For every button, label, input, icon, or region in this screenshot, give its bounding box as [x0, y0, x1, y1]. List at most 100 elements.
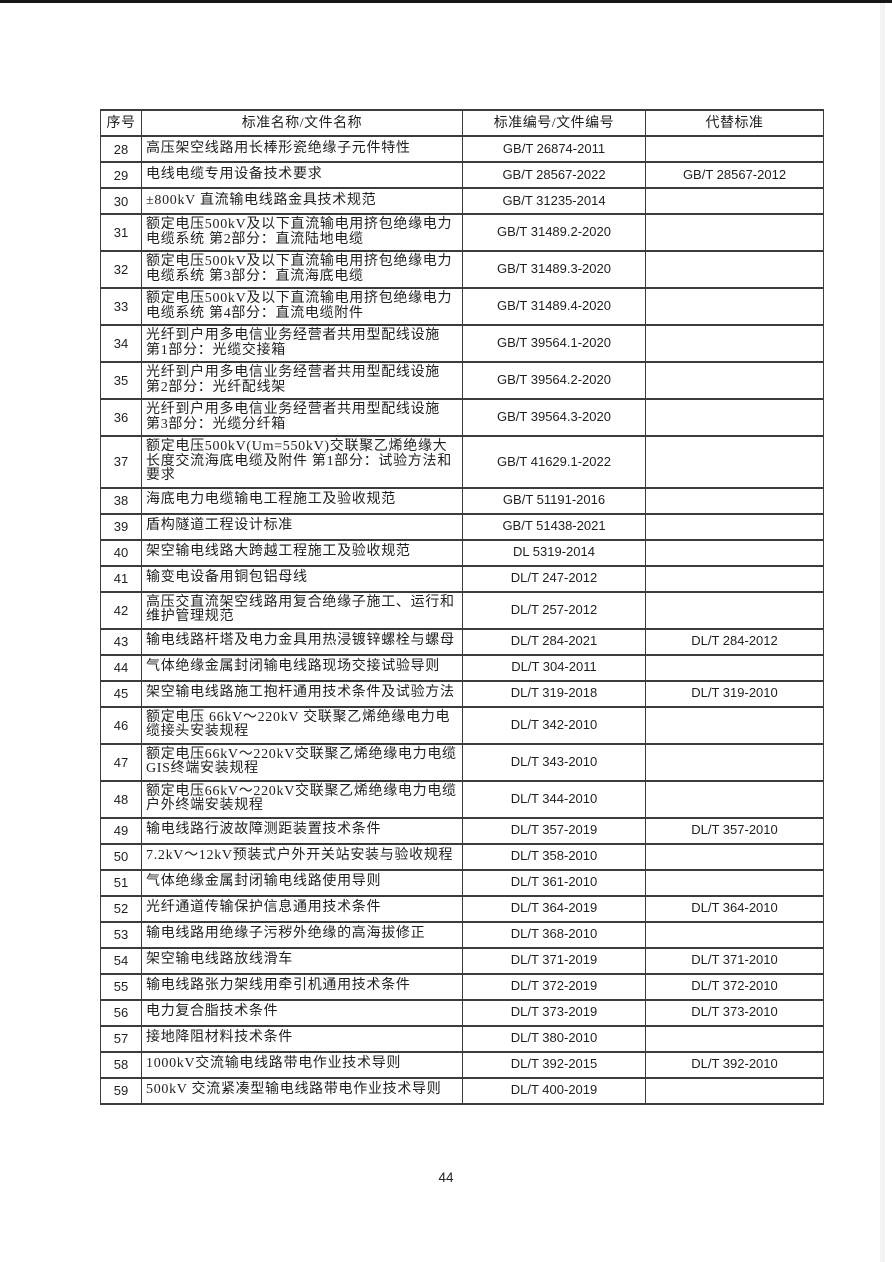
row-serial-number-cell: 57 — [100, 1024, 142, 1053]
replaced-standard-cell — [645, 705, 824, 745]
table-row: 45 架空输电线路施工抱杆通用技术条件及试验方法 DL/T 319-2018 D… — [100, 679, 824, 708]
table-row: 31 额定电压500kV及以下直流输电用挤包绝缘电力电缆系统 第2部分：直流陆地… — [100, 213, 824, 252]
row-serial-number-cell: 40 — [100, 538, 142, 567]
row-serial-number-cell: 35 — [100, 361, 142, 400]
row-serial-number-cell: 44 — [100, 653, 142, 682]
standard-name-cell: 架空输电线路施工抱杆通用技术条件及试验方法 — [141, 679, 463, 708]
standard-code-cell: DL/T 343-2010 — [462, 742, 646, 782]
replaced-standard-cell — [645, 187, 824, 215]
standards-table: 序号 标准名称/文件名称 标准编号/文件编号 代替标准 28 高压架空线路用长棒… — [100, 109, 824, 1105]
standard-code-cell: GB/T 28567-2022 — [462, 161, 646, 189]
replaced-standard-cell — [645, 435, 824, 489]
table-row: 57 接地降阻材料技术条件 DL/T 380-2010 — [100, 1024, 824, 1053]
row-serial-number-cell: 33 — [100, 287, 142, 326]
header-standard-code: 标准编号/文件编号 — [462, 109, 646, 137]
row-serial-number-cell: 41 — [100, 564, 142, 593]
table-row: 47 额定电压66kV～220kV交联聚乙烯绝缘电力电缆GIS终端安装规程 DL… — [100, 742, 824, 782]
standard-code-cell: GB/T 31489.3-2020 — [462, 250, 646, 289]
table-row: 59 500kV 交流紧凑型输电线路带电作业技术导则 DL/T 400-2019 — [100, 1076, 824, 1105]
standard-code-cell: DL/T 284-2021 — [462, 627, 646, 656]
standard-code-cell: DL/T 361-2010 — [462, 868, 646, 897]
table-row: 30 ±800kV 直流输电线路金具技术规范 GB/T 31235-2014 — [100, 187, 824, 215]
replaced-standard-cell: DL/T 392-2010 — [645, 1050, 824, 1079]
replaced-standard-cell — [645, 779, 824, 819]
standard-name-cell: 接地降阻材料技术条件 — [141, 1024, 463, 1053]
standard-name-cell: 额定电压500kV及以下直流输电用挤包绝缘电力电缆系统 第4部分：直流电缆附件 — [141, 287, 463, 326]
standard-code-cell: DL/T 392-2015 — [462, 1050, 646, 1079]
standard-name-cell: 高压架空线路用长棒形瓷绝缘子元件特性 — [141, 135, 463, 163]
table-row: 56 电力复合脂技术条件 DL/T 373-2019 DL/T 373-2010 — [100, 998, 824, 1027]
replaced-standard-cell: DL/T 357-2010 — [645, 816, 824, 845]
standard-code-cell: DL/T 372-2019 — [462, 972, 646, 1001]
standard-code-cell: DL/T 342-2010 — [462, 705, 646, 745]
standard-code-cell: DL/T 319-2018 — [462, 679, 646, 708]
table-row: 52 光纤通道传输保护信息通用技术条件 DL/T 364-2019 DL/T 3… — [100, 894, 824, 923]
standard-code-cell: GB/T 51191-2016 — [462, 486, 646, 515]
replaced-standard-cell — [645, 868, 824, 897]
standard-name-cell: 额定电压500kV及以下直流输电用挤包绝缘电力电缆系统 第3部分：直流海底电缆 — [141, 250, 463, 289]
standard-code-cell: GB/T 31489.4-2020 — [462, 287, 646, 326]
standard-code-cell: GB/T 39564.2-2020 — [462, 361, 646, 400]
table-row: 44 气体绝缘金属封闭输电线路现场交接试验导则 DL/T 304-2011 — [100, 653, 824, 682]
standard-name-cell: 电线电缆专用设备技术要求 — [141, 161, 463, 189]
standard-name-cell: 输电线路行波故障测距装置技术条件 — [141, 816, 463, 845]
standard-code-cell: DL/T 257-2012 — [462, 590, 646, 630]
row-serial-number-cell: 52 — [100, 894, 142, 923]
table-body: 28 高压架空线路用长棒形瓷绝缘子元件特性 GB/T 26874-2011 29… — [100, 135, 824, 1105]
standard-code-cell: DL/T 380-2010 — [462, 1024, 646, 1053]
row-serial-number-cell: 31 — [100, 213, 142, 252]
replaced-standard-cell — [645, 398, 824, 437]
table-row: 37 额定电压500kV(Um=550kV)交联聚乙烯绝缘大长度交流海底电缆及附… — [100, 435, 824, 489]
row-serial-number-cell: 53 — [100, 920, 142, 949]
standard-code-cell: DL/T 358-2010 — [462, 842, 646, 871]
table-row: 35 光纤到户用多电信业务经营者共用型配线设施 第2部分：光纤配线架 GB/T … — [100, 361, 824, 400]
standard-code-cell: GB/T 41629.1-2022 — [462, 435, 646, 489]
row-serial-number-cell: 34 — [100, 324, 142, 363]
row-serial-number-cell: 54 — [100, 946, 142, 975]
standard-code-cell: DL/T 400-2019 — [462, 1076, 646, 1105]
standard-name-cell: 额定电压66kV～220kV交联聚乙烯绝缘电力电缆GIS终端安装规程 — [141, 742, 463, 782]
row-serial-number-cell: 50 — [100, 842, 142, 871]
replaced-standard-cell — [645, 361, 824, 400]
row-serial-number-cell: 30 — [100, 187, 142, 215]
replaced-standard-cell — [645, 920, 824, 949]
replaced-standard-cell — [645, 742, 824, 782]
row-serial-number-cell: 36 — [100, 398, 142, 437]
standard-code-cell: GB/T 39564.3-2020 — [462, 398, 646, 437]
standard-code-cell: DL/T 344-2010 — [462, 779, 646, 819]
page-right-edge — [880, 3, 885, 1262]
standard-name-cell: 额定电压500kV及以下直流输电用挤包绝缘电力电缆系统 第2部分：直流陆地电缆 — [141, 213, 463, 252]
standard-name-cell: 额定电压66kV～220kV交联聚乙烯绝缘电力电缆户外终端安装规程 — [141, 779, 463, 819]
table-row: 54 架空输电线路放线滑车 DL/T 371-2019 DL/T 371-201… — [100, 946, 824, 975]
row-serial-number-cell: 58 — [100, 1050, 142, 1079]
row-serial-number-cell: 37 — [100, 435, 142, 489]
standard-name-cell: 额定电压 66kV～220kV 交联聚乙烯绝缘电力电缆接头安装规程 — [141, 705, 463, 745]
replaced-standard-cell — [645, 1076, 824, 1105]
standard-code-cell: GB/T 31235-2014 — [462, 187, 646, 215]
standard-code-cell: DL/T 304-2011 — [462, 653, 646, 682]
standard-code-cell: GB/T 39564.1-2020 — [462, 324, 646, 363]
table-header-row: 序号 标准名称/文件名称 标准编号/文件编号 代替标准 — [100, 109, 824, 137]
replaced-standard-cell — [645, 564, 824, 593]
standards-table-container: 序号 标准名称/文件名称 标准编号/文件编号 代替标准 28 高压架空线路用长棒… — [100, 109, 824, 1105]
table-row: 55 输电线路张力架线用牵引机通用技术条件 DL/T 372-2019 DL/T… — [100, 972, 824, 1001]
row-serial-number-cell: 29 — [100, 161, 142, 189]
standard-code-cell: GB/T 51438-2021 — [462, 512, 646, 541]
standard-name-cell: 光纤到户用多电信业务经营者共用型配线设施 第1部分：光缆交接箱 — [141, 324, 463, 363]
standard-code-cell: DL/T 247-2012 — [462, 564, 646, 593]
table-row: 28 高压架空线路用长棒形瓷绝缘子元件特性 GB/T 26874-2011 — [100, 135, 824, 163]
table-row: 32 额定电压500kV及以下直流输电用挤包绝缘电力电缆系统 第3部分：直流海底… — [100, 250, 824, 289]
page-top-edge — [0, 0, 892, 3]
standard-name-cell: 1000kV交流输电线路带电作业技术导则 — [141, 1050, 463, 1079]
table-row: 49 输电线路行波故障测距装置技术条件 DL/T 357-2019 DL/T 3… — [100, 816, 824, 845]
table-row: 50 7.2kV～12kV预装式户外开关站安装与验收规程 DL/T 358-20… — [100, 842, 824, 871]
table-row: 48 额定电压66kV～220kV交联聚乙烯绝缘电力电缆户外终端安装规程 DL/… — [100, 779, 824, 819]
replaced-standard-cell — [645, 486, 824, 515]
header-serial-number: 序号 — [100, 109, 142, 137]
standard-name-cell: 输电线路张力架线用牵引机通用技术条件 — [141, 972, 463, 1001]
replaced-standard-cell: DL/T 373-2010 — [645, 998, 824, 1027]
table-row: 34 光纤到户用多电信业务经营者共用型配线设施 第1部分：光缆交接箱 GB/T … — [100, 324, 824, 363]
table-row: 29 电线电缆专用设备技术要求 GB/T 28567-2022 GB/T 285… — [100, 161, 824, 189]
standard-name-cell: 架空输电线路大跨越工程施工及验收规范 — [141, 538, 463, 567]
standard-code-cell: DL 5319-2014 — [462, 538, 646, 567]
